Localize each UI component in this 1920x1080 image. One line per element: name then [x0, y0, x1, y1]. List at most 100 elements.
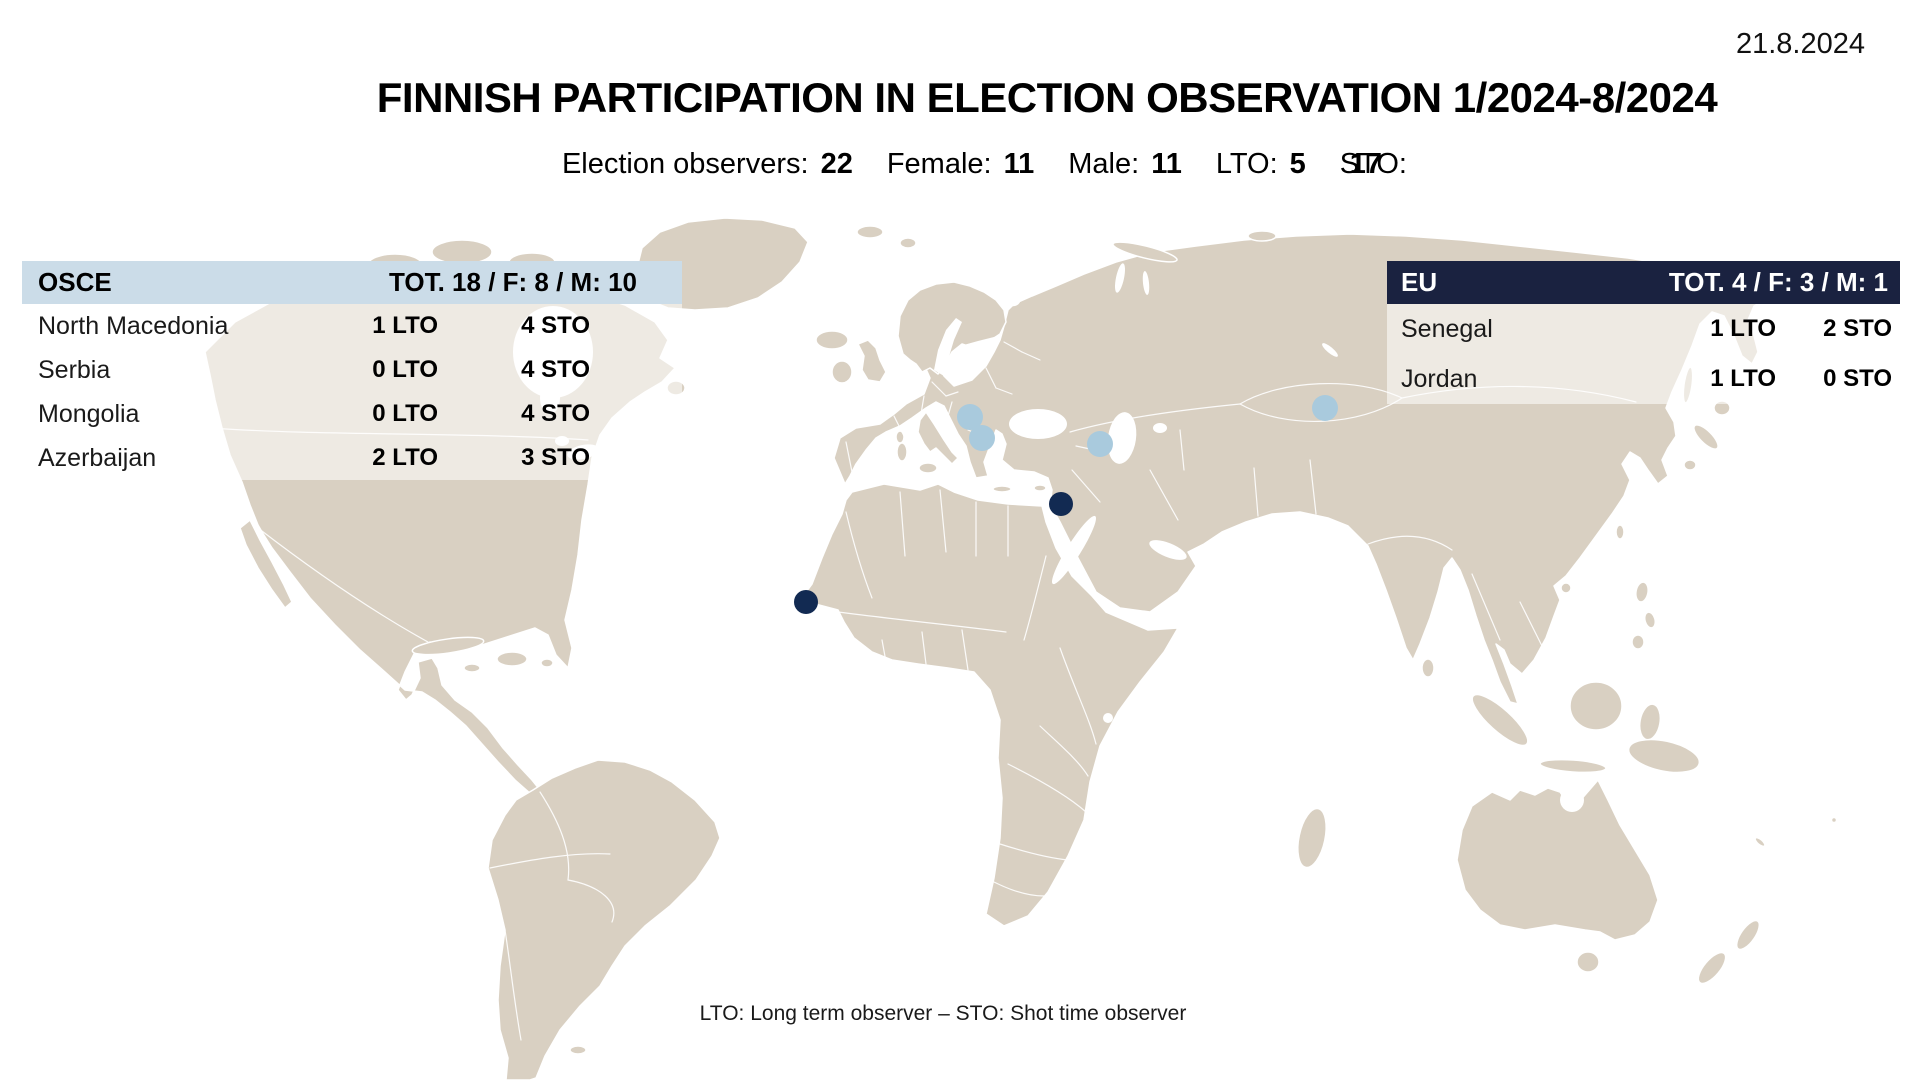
- island-java: [1539, 758, 1607, 774]
- legend-footnote: LTO: Long term observer – STO: Shot time…: [699, 1002, 1187, 1025]
- eu-org-label: EU: [1401, 267, 1438, 297]
- lto-cell: 0 LTO: [372, 356, 438, 383]
- island-iceland: [815, 330, 849, 350]
- map-marker-azerbaijan: [1087, 431, 1113, 457]
- island-sulawesi: [1638, 703, 1662, 741]
- islands: [336, 225, 1838, 1055]
- table-row: North Macedonia 1 LTO 4 STO: [22, 304, 682, 348]
- lto-cell: 2 LTO: [372, 444, 438, 471]
- male-value: 11: [1151, 148, 1182, 180]
- report-date: 21.8.2024: [1735, 28, 1865, 60]
- island-ireland: [831, 360, 853, 384]
- island-new-zealand-south: [1697, 951, 1727, 985]
- country-cell: North Macedonia: [38, 311, 229, 340]
- sto-cell: 2 STO: [1823, 315, 1892, 342]
- observers-value: 22: [820, 148, 853, 180]
- island-cuba: [411, 636, 485, 656]
- persian-gulf: [1149, 540, 1187, 560]
- island-philippines-3: [1631, 634, 1645, 650]
- island-honshu: [1693, 424, 1719, 450]
- sto-cell: 4 STO: [521, 356, 590, 383]
- table-row: Azerbaijan 2 LTO 3 STO: [22, 436, 682, 480]
- sto-label: STO:: [1339, 148, 1407, 180]
- island-sardinia: [896, 442, 908, 462]
- eu-table-body: Senegal 1 LTO 2 STO Jordan 1 LTO 0 STO: [1387, 304, 1900, 404]
- table-row: Mongolia 0 LTO 4 STO: [22, 392, 682, 436]
- island-taiwan: [1615, 524, 1625, 540]
- island-svalbard-2: [899, 237, 917, 249]
- country-cell: Senegal: [1401, 314, 1493, 343]
- island-novaya-zemlya: [1112, 241, 1178, 263]
- sto-value: 17: [1349, 148, 1383, 180]
- landmass-south-america: [487, 759, 721, 1080]
- lto-value: 5: [1289, 148, 1306, 180]
- island-tasmania: [1576, 951, 1600, 973]
- sto-cell: 0 STO: [1823, 365, 1892, 392]
- observers-label: Election observers:: [561, 148, 809, 180]
- lake-victoria: [1103, 713, 1113, 723]
- white-sea: [1007, 293, 1021, 307]
- island-kyushu: [1683, 459, 1697, 471]
- island-hispaniola: [496, 651, 528, 667]
- osce-totals: TOT. 18 / F: 8 / M: 10: [388, 267, 637, 297]
- island-new-guinea: [1627, 738, 1701, 774]
- black-sea: [1009, 409, 1067, 439]
- lto-cell: 0 LTO: [372, 400, 438, 427]
- country-cell: Azerbaijan: [38, 443, 157, 472]
- lto-cell: 1 LTO: [372, 312, 438, 339]
- landmass-baja-california: [239, 519, 293, 609]
- lto-cell: 1 LTO: [1710, 365, 1776, 392]
- eu-totals: TOT. 4 / F: 3 / M: 1: [1668, 267, 1888, 297]
- island-sumatra: [1471, 693, 1529, 747]
- island-new-caledonia: [1754, 836, 1766, 848]
- table-row: Senegal 1 LTO 2 STO: [1387, 304, 1900, 354]
- lake-baikal: [1322, 343, 1338, 357]
- page-title: FINNISH PARTICIPATION IN ELECTION OBSERV…: [376, 74, 1718, 121]
- island-svalbard: [856, 225, 884, 239]
- island-madagascar: [1297, 807, 1327, 869]
- osce-table-body: North Macedonia 1 LTO 4 STO Serbia 0 LTO 4 ST…: [22, 304, 682, 480]
- island-puerto-rico: [540, 658, 554, 668]
- ob-gulf-2: [1142, 271, 1150, 295]
- table-row: Jordan 1 LTO 0 STO: [1387, 354, 1900, 404]
- sto-cell: 4 STO: [521, 400, 590, 427]
- country-cell: Serbia: [38, 355, 111, 384]
- landmass-italy: [917, 411, 959, 465]
- eu-table-header: EU TOT. 4 / F: 3 / M: 1: [1387, 261, 1900, 304]
- aral-sea: [1153, 423, 1167, 433]
- lto-cell: 1 LTO: [1710, 315, 1776, 342]
- observation-markers: [794, 395, 1338, 614]
- country-cell: Mongolia: [38, 399, 140, 428]
- osce-table: OSCE TOT. 18 / F: 8 / M: 10 North Macedo…: [22, 261, 682, 480]
- island-cyprus: [1033, 484, 1047, 492]
- map-marker-jordan: [1049, 492, 1073, 516]
- male-label: Male:: [1068, 148, 1140, 180]
- island-falklands: [569, 1045, 587, 1055]
- caspian-sea: [1107, 412, 1137, 464]
- red-sea: [1051, 515, 1097, 585]
- osce-table-header: OSCE TOT. 18 / F: 8 / M: 10: [22, 261, 682, 304]
- ob-gulf: [1114, 263, 1126, 293]
- summary-line: Election observers: 22 Female: 11 Male: 11 LTO…: [24, 148, 1920, 181]
- gulf-of-carpentaria: [1560, 788, 1584, 812]
- island-fiji: [1830, 816, 1838, 824]
- sto-cell: 3 STO: [521, 444, 590, 471]
- map-marker-senegal: [794, 590, 818, 614]
- gulf-of-bothnia: [934, 318, 962, 376]
- island-philippines-2: [1643, 611, 1657, 629]
- gulf-of-finland: [960, 336, 998, 351]
- female-value: 11: [1003, 148, 1035, 180]
- female-label: Female:: [886, 148, 992, 180]
- country-cell: Jordan: [1401, 364, 1478, 393]
- map-marker-north-macedonia: [969, 425, 995, 451]
- island-sicily: [918, 462, 938, 474]
- island-sri-lanka: [1421, 658, 1435, 678]
- landmass-australia: [1456, 779, 1659, 941]
- landmass-great-britain: [857, 339, 887, 383]
- eu-table: EU TOT. 4 / F: 3 / M: 1 Senegal 1 LTO 2 ST…: [1387, 261, 1900, 404]
- table-row: Serbia 0 LTO 4 STO: [22, 348, 682, 392]
- island-philippines-1: [1635, 581, 1649, 603]
- aegean-sea: [993, 440, 1003, 464]
- map-marker-mongolia: [1312, 395, 1338, 421]
